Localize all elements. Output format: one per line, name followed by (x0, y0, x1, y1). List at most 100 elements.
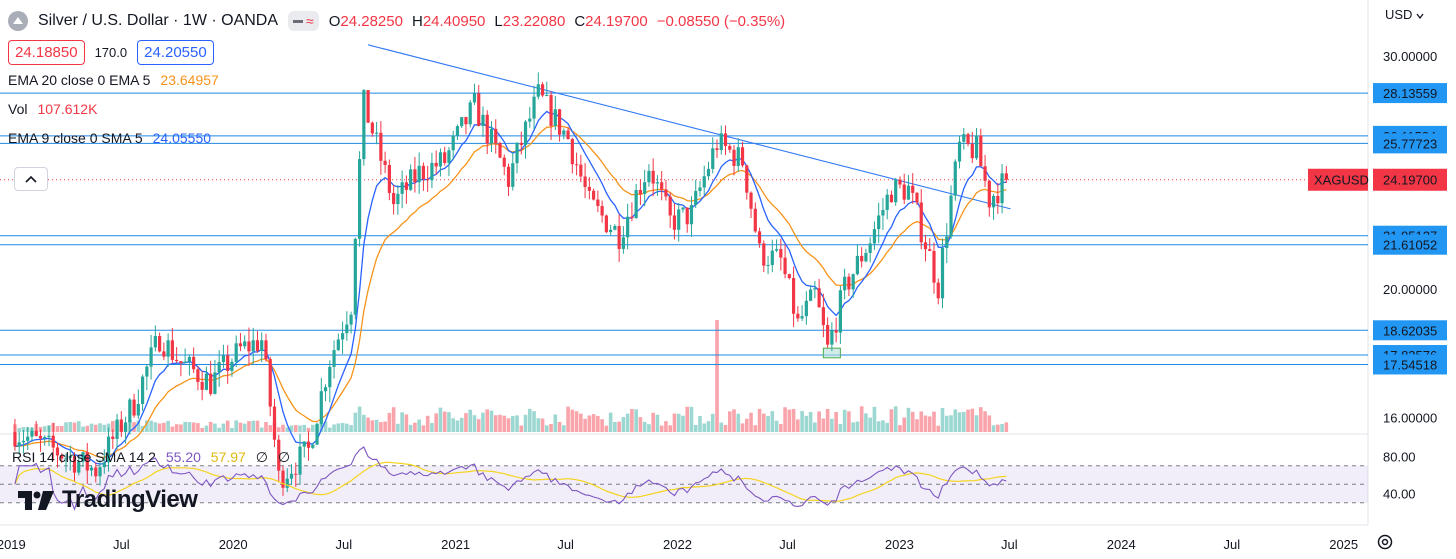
candle-body (132, 399, 136, 416)
hide-icon[interactable] (293, 19, 304, 23)
candle-body (119, 419, 123, 432)
candle-body (1004, 173, 1008, 180)
candle-body (536, 84, 540, 97)
volume-bar (145, 420, 149, 432)
candle-body (409, 169, 413, 190)
candle-body (502, 157, 506, 167)
candle-body (128, 399, 132, 423)
candle-body (353, 238, 357, 315)
candle-body (728, 145, 732, 150)
level-price-label: 21.61052 (1383, 238, 1437, 253)
tradingview-logo[interactable]: TradingView (16, 486, 198, 514)
candle-body (826, 325, 830, 345)
volume-bar (659, 425, 664, 432)
level-price-label: 17.54518 (1383, 357, 1437, 372)
volume-bar (889, 409, 894, 432)
wave-icon[interactable]: ≈ (306, 13, 314, 29)
volume-bar (336, 423, 341, 432)
candle-body (77, 461, 81, 473)
volume-legend[interactable]: Vol 107.612K (8, 101, 98, 117)
candle-body (698, 187, 702, 192)
candle-body (528, 118, 532, 122)
candle-body (647, 170, 651, 183)
candle-body (553, 109, 557, 127)
volume-bar (340, 422, 345, 432)
level-price-tag (1373, 354, 1447, 375)
candle-body (970, 143, 974, 159)
volume-bar (208, 421, 213, 432)
candle-body (443, 152, 447, 163)
candle-body (392, 192, 396, 205)
volume-bar (459, 417, 464, 432)
volume-bar (281, 424, 285, 432)
ema9-legend[interactable]: EMA 9 close 0 SMA 5 24.05550 (8, 130, 212, 146)
time-tick-label: Jul (557, 537, 574, 552)
visibility-toggle-pill[interactable]: ≈ (288, 11, 319, 31)
candle-body (996, 195, 1000, 204)
volume-bar (455, 420, 460, 432)
candle-body (115, 419, 119, 439)
volume-bar (230, 427, 234, 432)
candle-body (600, 206, 604, 216)
volume-bar (498, 414, 502, 432)
volume-bar (1004, 422, 1009, 432)
volume-bar (527, 408, 532, 432)
volume-bar (906, 407, 911, 432)
candle-body (685, 207, 689, 225)
candle-body (587, 186, 591, 191)
candle-body (196, 369, 200, 383)
close-value: 24.19700 (585, 12, 648, 30)
volume-bar (562, 425, 566, 432)
candle-body (319, 391, 323, 424)
chart-title[interactable]: Silver / U.S. Dollar · 1W · OANDA (38, 12, 279, 29)
volume-bar (434, 413, 438, 432)
candle-body (991, 195, 996, 208)
symbol-logo-icon (8, 11, 28, 31)
volume-bar (476, 419, 481, 432)
candle-body (328, 366, 332, 388)
candle-body (123, 422, 128, 432)
trendline (367, 44, 1011, 210)
volume-bar (919, 411, 924, 432)
candle-body (400, 182, 404, 194)
candle-body (366, 90, 370, 123)
volume-bar (727, 411, 732, 432)
candle-body (745, 165, 749, 193)
candle-body (175, 359, 179, 362)
volume-bar (196, 423, 200, 432)
volume-bar (838, 424, 843, 432)
volume-bar (481, 412, 485, 432)
candle-body (26, 436, 30, 441)
volume-bar (979, 407, 983, 432)
volume-bar (740, 423, 745, 432)
rsi-legend[interactable]: RSI 14 close SMA 14 2 55.20 57.97 ∅ ∅ (12, 449, 291, 465)
volume-bar (770, 411, 775, 432)
volume-bar (749, 412, 753, 432)
volume-bar (328, 427, 332, 432)
collapse-legend-button[interactable] (14, 167, 48, 191)
volume-bar (251, 420, 256, 432)
sell-price-button[interactable]: 24.18850 (8, 39, 85, 65)
volume-bar (310, 424, 315, 432)
volume-bar (681, 415, 685, 432)
candle-body (102, 462, 106, 468)
ema20-legend[interactable]: EMA 20 close 0 EMA 5 23.64957 (8, 72, 219, 88)
rsi-extra-1: ∅ (255, 449, 268, 465)
buy-price-button[interactable]: 24.20550 (137, 39, 214, 65)
volume-bar (804, 415, 809, 432)
volume-bar (868, 417, 872, 432)
candle-body (238, 343, 243, 347)
volume-bar (132, 422, 136, 432)
candle-body (472, 93, 477, 103)
volume-bar (953, 409, 958, 432)
settings-gear-icon[interactable] (1376, 533, 1394, 551)
volume-bar (617, 421, 621, 432)
volume-bar (370, 420, 375, 432)
currency-selector[interactable]: USD (1385, 7, 1424, 22)
candle-body (860, 255, 864, 262)
volume-bar (676, 413, 681, 432)
candle-body (47, 435, 51, 437)
ohlc-values: O24.28250 H24.40950 L23.22080 C24.19700 … (328, 12, 786, 30)
volume-bar (808, 411, 813, 432)
